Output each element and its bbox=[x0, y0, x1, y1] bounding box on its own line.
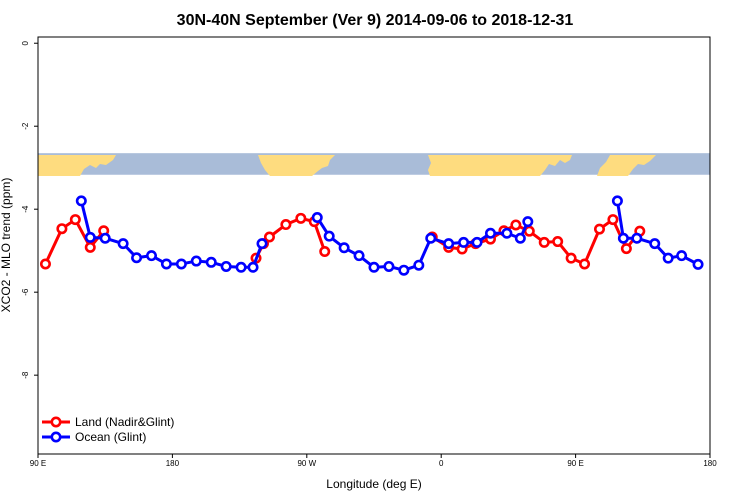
data-point bbox=[295, 212, 307, 224]
y-axis-label: XCO2 - MLO trend (ppm) bbox=[0, 178, 13, 313]
x-tick-label: 180 bbox=[166, 459, 180, 468]
data-point bbox=[471, 236, 483, 248]
data-point bbox=[311, 211, 323, 223]
series-layer bbox=[39, 195, 704, 276]
y-tick-label: -8 bbox=[21, 371, 30, 379]
y-tick-label: 0 bbox=[21, 40, 30, 45]
data-point bbox=[692, 258, 704, 270]
series-line bbox=[44, 218, 105, 265]
data-point bbox=[263, 231, 275, 243]
data-point bbox=[552, 236, 564, 248]
series-line bbox=[315, 216, 530, 272]
data-point bbox=[501, 227, 513, 239]
data-point bbox=[220, 260, 232, 272]
data-point bbox=[617, 232, 629, 244]
data-point bbox=[458, 236, 470, 248]
y-tick-label: -6 bbox=[21, 288, 30, 296]
map-land-asia-east bbox=[597, 155, 656, 176]
x-axis-label: Longitude (deg E) bbox=[326, 477, 421, 491]
data-point bbox=[69, 214, 81, 226]
data-point bbox=[662, 252, 674, 264]
data-point bbox=[131, 252, 143, 264]
data-point bbox=[205, 256, 217, 268]
data-point bbox=[565, 252, 577, 264]
data-point bbox=[514, 232, 526, 244]
map-land-asia-west bbox=[38, 155, 116, 176]
x-tick-label: 90 W bbox=[297, 459, 316, 468]
data-point bbox=[235, 261, 247, 273]
data-point bbox=[383, 260, 395, 272]
x-tick-label: 90 E bbox=[30, 459, 46, 468]
x-axis: 90 E 180 90 W 0 90 E 180 bbox=[30, 454, 717, 468]
y-axis: 0 -2 -4 -6 -8 bbox=[21, 40, 38, 379]
data-point bbox=[443, 238, 455, 250]
data-point bbox=[117, 238, 129, 250]
data-point bbox=[280, 219, 292, 231]
data-point bbox=[413, 259, 425, 271]
data-point bbox=[160, 258, 172, 270]
data-point bbox=[353, 250, 365, 262]
data-point bbox=[398, 264, 410, 276]
legend: Land (Nadir&Glint) Ocean (Glint) bbox=[42, 415, 174, 444]
data-point bbox=[99, 232, 111, 244]
map-land-eurasia-africa bbox=[428, 155, 572, 176]
data-point bbox=[247, 261, 259, 273]
plot-frame bbox=[37, 36, 711, 455]
series-line bbox=[431, 218, 642, 266]
x-tick-label: 90 E bbox=[567, 459, 583, 468]
data-point bbox=[84, 231, 96, 243]
data-point bbox=[579, 258, 591, 270]
data-point bbox=[425, 232, 437, 244]
data-point bbox=[39, 258, 51, 270]
legend-ocean-marker bbox=[50, 431, 62, 443]
x-tick-label: 180 bbox=[703, 459, 717, 468]
legend-ocean-label: Ocean (Glint) bbox=[75, 430, 146, 444]
data-point bbox=[175, 258, 187, 270]
data-point bbox=[190, 255, 202, 267]
data-point bbox=[631, 232, 643, 244]
legend-land-label: Land (Nadir&Glint) bbox=[75, 415, 174, 429]
data-point bbox=[611, 195, 623, 207]
data-point bbox=[620, 243, 632, 255]
data-point bbox=[368, 261, 380, 273]
y-tick-label: -4 bbox=[21, 205, 30, 213]
y-tick-label: -2 bbox=[21, 122, 30, 130]
series-land bbox=[39, 212, 646, 270]
map-land-americas bbox=[258, 155, 335, 176]
data-point bbox=[56, 223, 68, 235]
data-point bbox=[538, 236, 550, 248]
chart-title: 30N-40N September (Ver 9) 2014-09-06 to … bbox=[177, 12, 574, 29]
data-point bbox=[319, 246, 331, 258]
data-point bbox=[510, 219, 522, 231]
data-point bbox=[75, 195, 87, 207]
data-point bbox=[323, 230, 335, 242]
data-point bbox=[84, 241, 96, 253]
data-point bbox=[649, 238, 661, 250]
legend-land-marker bbox=[50, 416, 62, 428]
data-point bbox=[593, 223, 605, 235]
data-point bbox=[145, 250, 157, 262]
data-point bbox=[484, 227, 496, 239]
series-ocean bbox=[75, 195, 704, 276]
data-point bbox=[522, 216, 534, 228]
world-map-band bbox=[38, 153, 710, 176]
data-point bbox=[607, 214, 619, 226]
x-tick-label: 0 bbox=[439, 459, 444, 468]
data-point bbox=[338, 242, 350, 254]
data-point bbox=[676, 250, 688, 262]
data-point bbox=[256, 238, 268, 250]
